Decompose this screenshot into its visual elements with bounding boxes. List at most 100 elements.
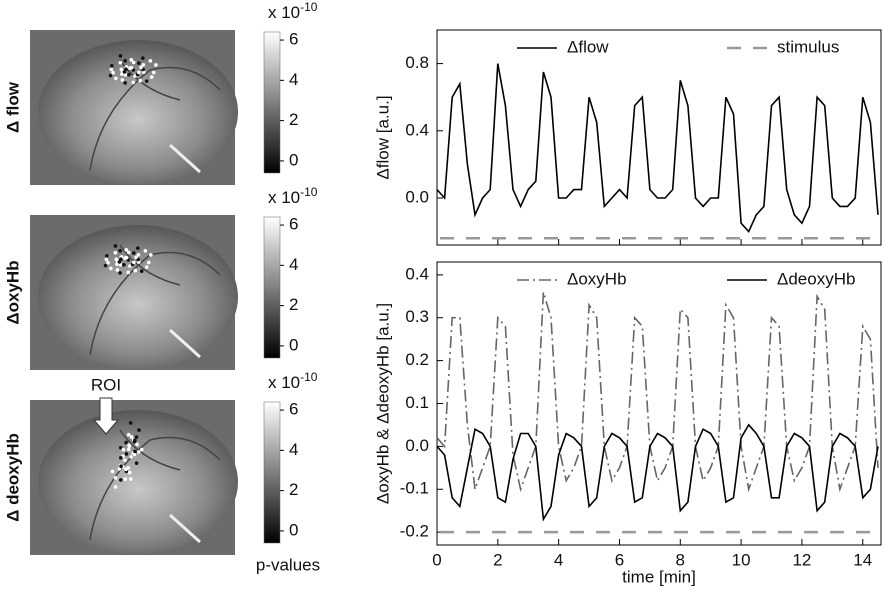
legend-label: stimulus xyxy=(777,37,839,56)
scale-label: x 10 xyxy=(268,373,300,392)
legend-label: ΔoxyHb xyxy=(567,269,627,288)
activation xyxy=(133,438,137,442)
brain-surface xyxy=(38,410,238,554)
activation xyxy=(110,63,114,68)
activation xyxy=(131,60,136,65)
colorbar xyxy=(263,216,281,359)
activation xyxy=(118,263,123,267)
activation xyxy=(136,450,141,454)
activation xyxy=(137,61,141,65)
colorbar-tick-label: 0 xyxy=(289,520,298,539)
activation xyxy=(139,65,143,70)
activation xyxy=(144,79,149,83)
activation xyxy=(138,78,143,83)
roi-arrow xyxy=(92,397,120,435)
activation xyxy=(154,63,158,67)
legend-label: Δflow xyxy=(567,37,609,56)
activation xyxy=(126,250,131,255)
x-tick-label: 6 xyxy=(615,550,624,569)
activation xyxy=(132,251,136,255)
colorbar xyxy=(263,401,281,544)
activation xyxy=(113,485,118,489)
activation xyxy=(132,260,136,265)
colorbar-tick-label: 0 xyxy=(289,150,298,169)
activation xyxy=(127,443,131,447)
x-tick-label: 10 xyxy=(732,550,751,569)
brain-surface xyxy=(38,225,238,369)
activation xyxy=(148,59,153,63)
scale-label: x 10 xyxy=(268,188,300,207)
y-tick-label: 0.0 xyxy=(405,436,429,455)
image-panel xyxy=(30,215,238,370)
y-tick-label: 0.1 xyxy=(405,393,429,412)
activation xyxy=(139,269,144,273)
activation xyxy=(131,80,136,85)
activation xyxy=(132,452,137,457)
activation xyxy=(151,70,156,75)
activation xyxy=(124,440,128,445)
legend-label: ΔdeoxyHb xyxy=(777,269,855,288)
activation xyxy=(113,244,118,248)
x-tick-label: 8 xyxy=(676,550,685,569)
activation xyxy=(105,253,109,258)
activation xyxy=(124,452,129,456)
probe xyxy=(168,513,202,544)
activation xyxy=(149,253,153,257)
activation xyxy=(129,435,134,439)
activation xyxy=(134,461,139,465)
activation xyxy=(118,54,123,58)
activation xyxy=(127,470,132,475)
activation xyxy=(118,248,122,253)
y-tick-label: 0.3 xyxy=(405,307,429,326)
activation xyxy=(149,75,154,79)
colorbar-tick-label: 4 xyxy=(289,70,298,89)
activation xyxy=(123,73,128,77)
x-tick-label: 14 xyxy=(853,550,872,569)
x-tick-label: 4 xyxy=(554,550,563,569)
colorbar-tick-label: 4 xyxy=(289,440,298,459)
y-tick-label: 0.4 xyxy=(405,120,429,139)
activation xyxy=(144,265,149,269)
activation xyxy=(127,72,131,77)
y-tick-label: 0.8 xyxy=(405,53,429,72)
activation xyxy=(111,70,115,75)
activation xyxy=(119,257,123,262)
colorbar xyxy=(263,31,281,174)
x-tick-label: 12 xyxy=(792,550,811,569)
activation xyxy=(143,249,148,253)
plot-frame xyxy=(436,29,882,246)
colorbar-tick-label: 4 xyxy=(289,255,298,274)
activation xyxy=(114,76,118,81)
colorbar-tick-label: 6 xyxy=(289,215,298,234)
y-tick-label: 0.4 xyxy=(405,264,429,283)
activation xyxy=(133,74,137,78)
colorbar-scale: x 10-10 xyxy=(268,0,318,22)
brain-surface xyxy=(38,40,238,184)
activation xyxy=(113,250,118,255)
activation xyxy=(110,469,115,474)
y-axis-title: Δflow [a.u.] xyxy=(373,95,392,179)
y-tick-label: 0.2 xyxy=(405,350,429,369)
activation xyxy=(109,67,114,72)
activation xyxy=(129,477,133,481)
activation xyxy=(133,449,137,454)
activation xyxy=(134,435,139,439)
image-panel xyxy=(30,30,238,185)
activation xyxy=(128,66,132,71)
activation xyxy=(126,447,131,452)
activation xyxy=(115,268,120,272)
activation xyxy=(137,70,141,75)
activation xyxy=(123,256,127,261)
activation xyxy=(133,268,138,273)
x-tick-label: 0 xyxy=(432,550,441,569)
activation xyxy=(135,442,139,447)
data-line xyxy=(436,423,879,522)
colorbar-scale: x 10-10 xyxy=(268,370,318,392)
panel-label: Δ flow xyxy=(3,81,22,133)
roi-label: ROI xyxy=(91,375,121,394)
x-tick-label: 2 xyxy=(493,550,502,569)
activation xyxy=(120,72,124,76)
activation xyxy=(119,464,123,469)
activation xyxy=(122,262,126,267)
colorbar-scale: x 10-10 xyxy=(268,185,318,207)
